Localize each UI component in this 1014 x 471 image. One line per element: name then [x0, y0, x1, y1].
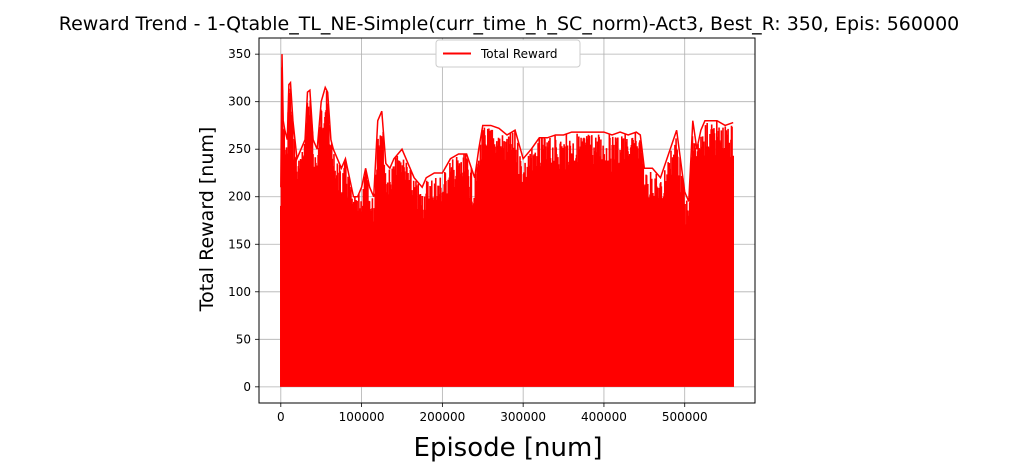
x-axis-label: Episode [num] [414, 433, 603, 463]
series-envelope-total-reward [280, 54, 734, 202]
x-axis-ticks: 0 100000 200000 300000 400000 500000 [277, 403, 708, 424]
y-tick-label: 150 [228, 237, 251, 251]
y-tick-label: 250 [228, 142, 251, 156]
plot-frame [258, 37, 756, 404]
legend-label-total-reward: Total Reward [480, 47, 558, 61]
chart-title: Reward Trend - 1-Qtable_TL_NE-Simple(cur… [59, 13, 960, 35]
legend: Total Reward [435, 39, 581, 68]
y-tick-label: 300 [228, 95, 251, 109]
y-tick-label: 100 [228, 285, 251, 299]
y-tick-label: 200 [228, 190, 251, 204]
x-tick-label: 500000 [662, 410, 708, 424]
x-tick-label: 100000 [339, 410, 385, 424]
x-tick-label: 0 [277, 410, 285, 424]
y-axis-label: Total Reward [num] [196, 127, 218, 313]
x-tick-label: 400000 [581, 410, 627, 424]
x-tick-label: 200000 [419, 410, 465, 424]
y-axis-ticks: 0 50 100 150 200 250 300 350 [228, 47, 259, 394]
plot-data [280, 54, 734, 387]
legend-box [435, 39, 581, 68]
y-tick-label: 0 [243, 380, 251, 394]
x-tick-label: 300000 [500, 410, 546, 424]
y-tick-label: 350 [228, 47, 251, 61]
series-line-total-reward [280, 67, 734, 387]
y-tick-label: 50 [236, 332, 251, 346]
